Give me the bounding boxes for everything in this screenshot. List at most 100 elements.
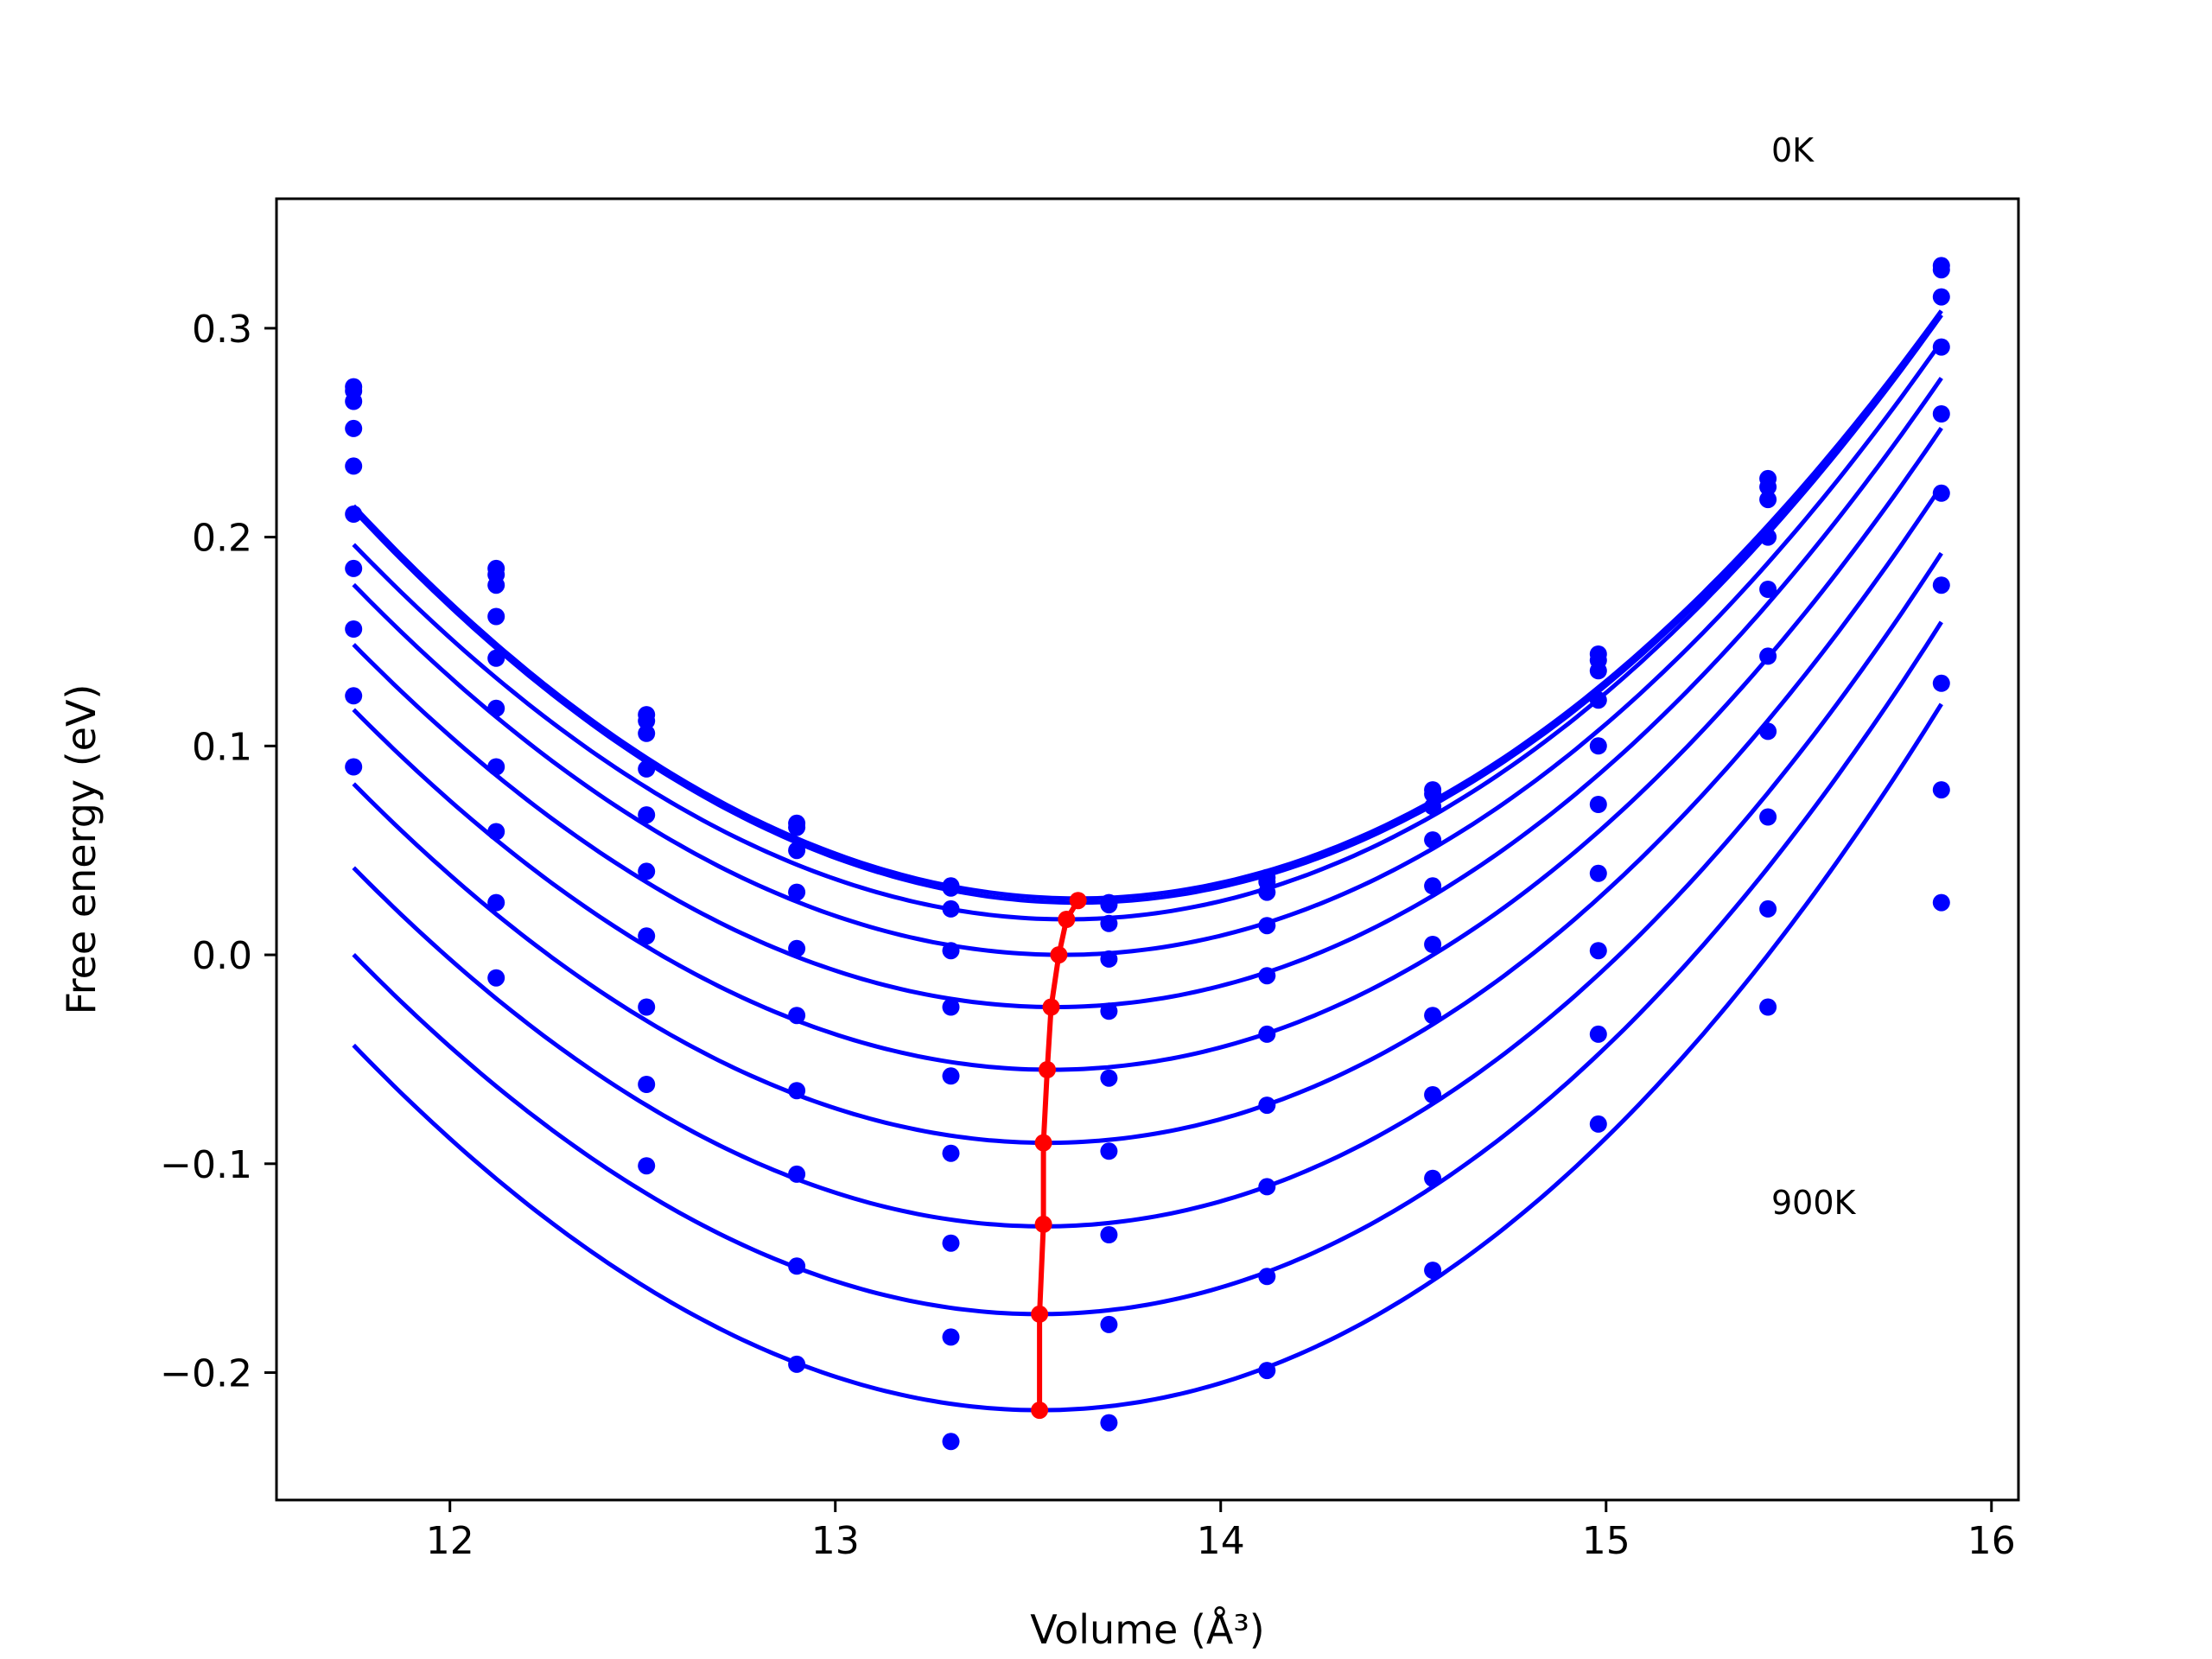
data-point bbox=[1424, 1169, 1442, 1187]
data-point bbox=[345, 559, 363, 577]
y-axis-ticks: −0.2 −0.1 0.0 0.1 0.2 0.3 bbox=[160, 308, 276, 1396]
data-point bbox=[638, 760, 656, 778]
minimum-point bbox=[1069, 892, 1087, 910]
data-point bbox=[1932, 576, 1950, 594]
data-point bbox=[942, 879, 960, 897]
x-tick-label: 15 bbox=[1582, 1519, 1630, 1563]
data-point bbox=[1424, 831, 1442, 849]
data-point bbox=[1589, 796, 1607, 813]
annotation-900k: 900K bbox=[1771, 1184, 1857, 1222]
data-point bbox=[1100, 1315, 1118, 1333]
x-tick-label: 13 bbox=[811, 1519, 860, 1563]
plot-frame bbox=[275, 197, 2020, 1502]
minimum-point bbox=[1058, 911, 1076, 928]
data-point bbox=[1424, 1262, 1442, 1280]
minimum-point bbox=[1031, 1402, 1049, 1420]
data-point bbox=[638, 724, 656, 742]
data-point bbox=[1258, 1178, 1276, 1196]
data-point bbox=[487, 758, 505, 776]
fit-curves bbox=[352, 309, 1943, 1413]
annotation-0k: 0K bbox=[1771, 131, 1815, 169]
data-point bbox=[1100, 914, 1118, 932]
data-point bbox=[1258, 917, 1276, 935]
data-point bbox=[942, 942, 960, 960]
data-point bbox=[638, 927, 656, 945]
data-point bbox=[487, 699, 505, 717]
data-point bbox=[788, 1355, 806, 1373]
data-point bbox=[1100, 1414, 1118, 1432]
data-point bbox=[487, 893, 505, 912]
data-point bbox=[1932, 405, 1950, 423]
data-point bbox=[1932, 674, 1950, 692]
data-point bbox=[1932, 261, 1950, 279]
data-point bbox=[1100, 1226, 1118, 1243]
y-tick-label: 0.0 bbox=[192, 934, 252, 978]
data-point bbox=[788, 1082, 806, 1100]
y-tick-label: 0.3 bbox=[192, 308, 252, 352]
data-point bbox=[942, 1067, 960, 1085]
minimum-point bbox=[1042, 998, 1060, 1016]
data-point bbox=[1589, 942, 1607, 960]
data-point bbox=[487, 607, 505, 626]
data-point bbox=[1100, 1002, 1118, 1020]
data-point bbox=[1759, 647, 1777, 665]
data-point bbox=[1759, 899, 1777, 918]
data-point bbox=[788, 1165, 806, 1183]
data-point bbox=[487, 649, 505, 667]
data-point bbox=[638, 862, 656, 880]
data-point bbox=[1932, 893, 1950, 912]
x-tick-label: 12 bbox=[426, 1519, 474, 1563]
data-points bbox=[345, 257, 1950, 1451]
data-point bbox=[788, 818, 806, 836]
data-point bbox=[345, 457, 363, 475]
data-point bbox=[1100, 1069, 1118, 1087]
data-point bbox=[345, 392, 363, 410]
data-point bbox=[1258, 1096, 1276, 1115]
minimum-point bbox=[1034, 1134, 1052, 1152]
data-point bbox=[788, 883, 806, 901]
minimum-point bbox=[1039, 1061, 1056, 1078]
data-point bbox=[1589, 864, 1607, 882]
data-point bbox=[638, 806, 656, 824]
data-point bbox=[788, 842, 806, 860]
data-point bbox=[942, 1234, 960, 1252]
data-point bbox=[1424, 936, 1442, 953]
data-point bbox=[1258, 1268, 1276, 1286]
data-point bbox=[942, 899, 960, 918]
data-point bbox=[487, 823, 505, 841]
data-point bbox=[788, 1007, 806, 1025]
fit-curve-1 bbox=[352, 309, 1943, 901]
fit-curve-9 bbox=[352, 620, 1943, 1317]
data-point bbox=[1759, 998, 1777, 1016]
fit-curve-7 bbox=[352, 485, 1943, 1146]
minimum-point bbox=[1034, 1215, 1052, 1233]
data-point bbox=[487, 576, 505, 594]
data-point bbox=[1759, 478, 1777, 496]
data-point bbox=[1759, 528, 1777, 546]
data-point bbox=[487, 969, 505, 987]
data-point bbox=[788, 1257, 806, 1275]
data-point bbox=[1589, 1025, 1607, 1043]
data-point bbox=[1589, 691, 1607, 709]
data-point bbox=[1589, 737, 1607, 755]
data-point bbox=[1424, 877, 1442, 895]
y-tick-label: −0.2 bbox=[160, 1352, 252, 1396]
data-point bbox=[788, 939, 806, 957]
data-point bbox=[345, 758, 363, 776]
data-point bbox=[1258, 967, 1276, 985]
data-point bbox=[345, 505, 363, 523]
data-point bbox=[1759, 581, 1777, 598]
data-point bbox=[638, 998, 656, 1016]
data-point bbox=[1932, 288, 1950, 306]
data-point bbox=[638, 712, 656, 730]
data-point bbox=[1932, 781, 1950, 799]
data-point bbox=[1100, 1142, 1118, 1160]
data-point bbox=[1100, 896, 1118, 914]
x-tick-label: 16 bbox=[1967, 1519, 2016, 1563]
data-point bbox=[638, 1157, 656, 1175]
data-point bbox=[942, 998, 960, 1016]
y-tick-label: −0.1 bbox=[160, 1143, 252, 1187]
data-point bbox=[638, 1076, 656, 1093]
